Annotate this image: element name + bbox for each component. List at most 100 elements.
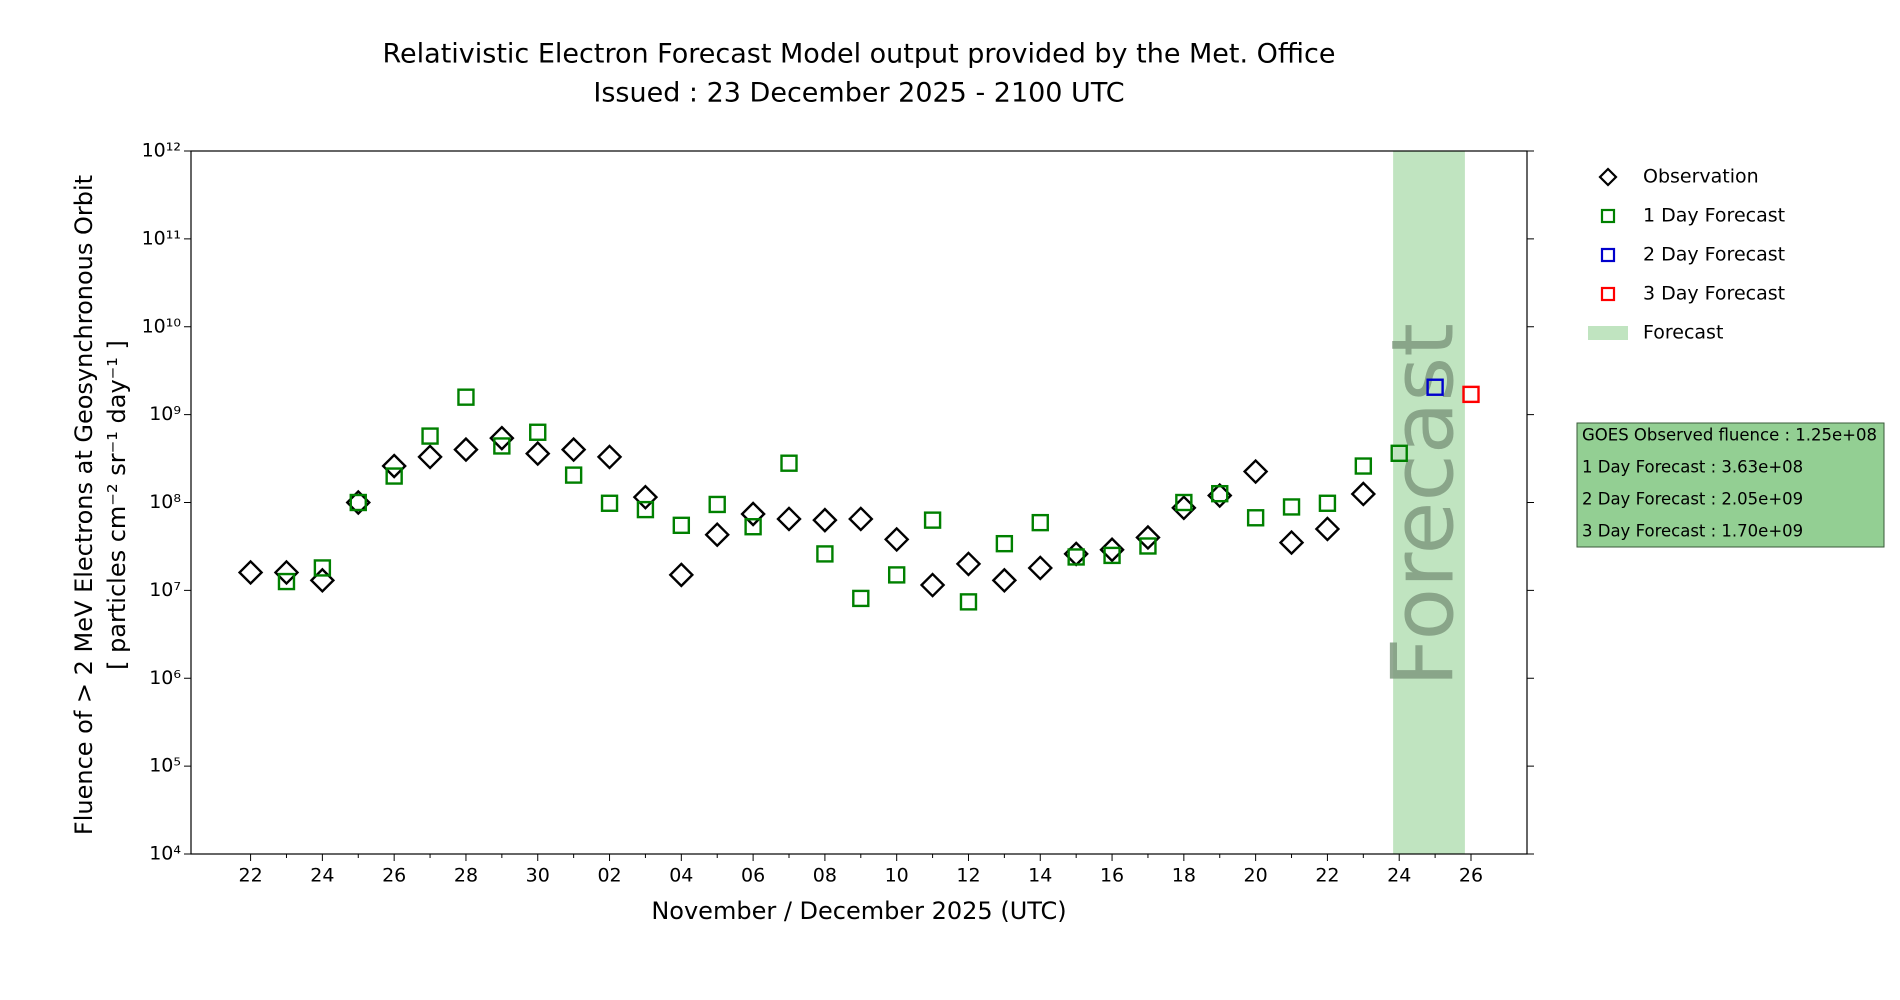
x-tick-label: 26	[382, 865, 406, 887]
forecast-marker	[1354, 457, 1373, 475]
x-tick-label: 22	[1315, 865, 1339, 887]
observation-marker	[812, 507, 838, 533]
observation-marker	[596, 444, 623, 470]
x-tick-label: 24	[310, 865, 334, 887]
forecast-marker	[421, 427, 439, 445]
observation-marker	[381, 453, 407, 479]
legend-label: 2 Day Forecast	[1643, 244, 1785, 266]
x-tick-label: 06	[741, 865, 765, 887]
observation-marker	[991, 567, 1018, 594]
forecast-marker	[1211, 484, 1229, 503]
observation-marker	[883, 526, 910, 553]
x-tick-label: 26	[1459, 865, 1483, 887]
x-tick-label: 20	[1244, 865, 1268, 887]
forecast-marker	[708, 495, 726, 514]
y-tick-label: 10¹²	[142, 140, 181, 162]
observation-marker	[453, 436, 479, 463]
observation-marker	[704, 522, 730, 548]
x-tick-label: 12	[956, 865, 980, 887]
forecast-marker	[636, 500, 655, 519]
x-tick-label: 14	[1028, 865, 1052, 887]
y-tick-label: 10⁷	[149, 579, 181, 601]
observation-marker	[1099, 537, 1125, 563]
legend-marker	[1598, 167, 1618, 187]
forecast-marker	[923, 511, 942, 529]
forecast-marker	[672, 516, 691, 535]
observation-marker	[489, 425, 515, 451]
info-text: GOES Observed fluence : 1.25e+08	[1582, 426, 1877, 445]
legend-marker	[1600, 208, 1616, 224]
forecast-marker	[1103, 546, 1121, 565]
forecast-marker	[385, 467, 403, 485]
legend-marker	[1600, 286, 1616, 302]
observation-marker	[740, 501, 766, 527]
y-tick-label: 10⁶	[149, 667, 181, 689]
forecast-band-text: Forecast	[1373, 323, 1473, 687]
forecast-marker	[1175, 493, 1193, 512]
x-tick-label: 08	[813, 865, 837, 887]
x-tick-label: 04	[669, 865, 693, 887]
observation-marker	[776, 506, 802, 532]
y-tick-label: 10⁴	[149, 843, 181, 865]
observation-marker	[1350, 481, 1377, 507]
forecast-marker	[349, 493, 367, 512]
forecast-marker	[1031, 513, 1049, 532]
y-tick-label: 10¹¹	[142, 227, 181, 249]
y-axis-label: [ particles cm⁻² sr⁻¹ day⁻¹ ]	[103, 340, 131, 670]
legend-label: Forecast	[1643, 322, 1723, 344]
info-text: 2 Day Forecast : 2.05e+09	[1582, 490, 1803, 509]
y-tick-label: 10⁹	[149, 403, 181, 425]
forecast-marker	[1139, 537, 1157, 555]
legend-label: Observation	[1643, 166, 1759, 188]
forecast-marker	[852, 589, 870, 608]
x-tick-label: 02	[597, 865, 621, 887]
legend-label: 3 Day Forecast	[1643, 283, 1785, 305]
observation-marker	[1242, 458, 1269, 485]
x-tick-label: 16	[1100, 865, 1124, 887]
observation-marker	[668, 562, 695, 588]
forecast-marker	[1426, 378, 1444, 396]
info-box	[1576, 422, 1885, 548]
forecast-marker	[780, 454, 798, 472]
observation-marker	[1135, 524, 1161, 551]
observation-marker	[848, 506, 874, 532]
forecast-marker	[313, 559, 332, 577]
chart-title: Relativistic Electron Forecast Model out…	[383, 39, 1336, 70]
x-tick-label: 18	[1172, 865, 1196, 887]
x-tick-label: 30	[526, 865, 550, 887]
forecast-marker	[277, 572, 296, 591]
forecast-marker	[816, 545, 834, 563]
forecast-marker	[1462, 385, 1480, 404]
observation-marker	[1027, 555, 1053, 581]
observation-marker	[1278, 529, 1305, 556]
y-tick-label: 10¹⁰	[142, 315, 181, 337]
forecast-marker	[1282, 498, 1301, 516]
info-text: 3 Day Forecast : 1.70e+09	[1582, 522, 1803, 541]
x-axis-label: November / December 2025 (UTC)	[651, 897, 1066, 925]
forecast-marker	[1318, 494, 1337, 512]
observation-marker	[1314, 516, 1341, 542]
forecast-marker	[493, 437, 511, 455]
forecast-marker	[1067, 548, 1085, 566]
y-tick-label: 10⁵	[149, 755, 181, 777]
legend-label: 1 Day Forecast	[1643, 205, 1785, 227]
y-tick-label: 10⁸	[149, 491, 181, 513]
forecast-marker	[887, 566, 906, 584]
forecast-marker	[457, 388, 475, 406]
observation-marker	[560, 436, 587, 463]
legend-marker	[1588, 326, 1628, 340]
forecast-marker	[1390, 444, 1408, 462]
forecast-marker	[995, 534, 1014, 553]
observation-marker	[273, 559, 300, 586]
forecast-marker	[564, 466, 583, 484]
x-tick-label: 28	[454, 865, 478, 887]
x-tick-label: 10	[885, 865, 909, 887]
forecast-marker	[744, 518, 762, 536]
forecast-band	[1393, 151, 1465, 854]
observation-marker	[919, 572, 946, 598]
observation-marker	[525, 440, 551, 467]
observation-marker	[237, 559, 264, 586]
forecast-marker	[959, 593, 978, 611]
observation-marker	[955, 551, 982, 577]
